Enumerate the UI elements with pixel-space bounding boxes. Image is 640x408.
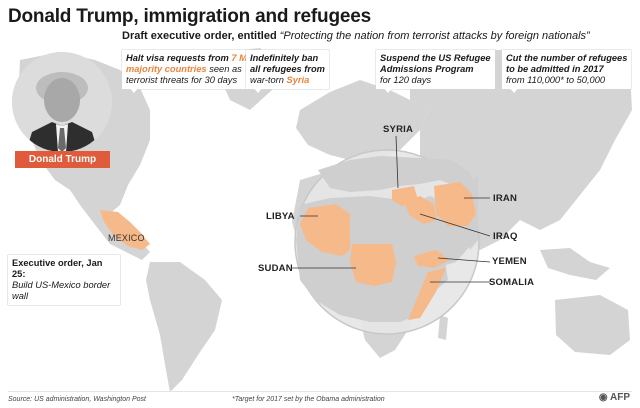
europe-landmass [296,80,430,160]
callout-text: Cut the number of refugees [506,53,628,63]
callout-tail [382,86,394,93]
callout-line: majority countries seen as [126,64,274,75]
callout-text: Admissions Program [380,64,474,74]
name-badge: Donald Trump [15,151,110,168]
source-note: Source: US administration, Washington Po… [8,396,146,403]
mexico-highlight [100,210,150,250]
somalia-shape [408,268,446,320]
order-heading: Executive order, Jan 25: [12,258,103,279]
callout-text: war-torn [250,75,284,85]
callout-text: to be admitted in 2017 [506,64,604,74]
agency-name: AFP [610,392,630,403]
iran-shape [434,182,476,226]
callout-highlight: Syria [286,75,310,85]
madagascar-landmass [438,315,448,340]
callout-text: all refugees from [250,64,325,74]
leader-yemen [437,257,491,263]
footer-divider [8,391,632,392]
subtitle-quote: “Protecting the nation from terrorist at… [279,30,590,42]
agency-mark: ◉ [598,392,610,403]
footnote: *Target for 2017 set by the Obama admini… [232,396,385,403]
callout-text: Halt visa requests from [126,53,229,63]
label-iraq: IRAQ [493,231,518,242]
subtitle-lead: Draft executive order, entitled [122,30,277,42]
executive-order-box: Executive order, Jan 25: Build US-Mexico… [8,255,120,305]
callout-text: from 110,000* to 50,000 [506,75,606,85]
callout-line: war-torn Syria [250,75,325,86]
label-libya: LIBYA [266,211,295,222]
callout-text: Indefinitely ban [250,53,319,63]
yemen-shape [414,250,450,268]
callout-refugee-program: Suspend the US Refugee Admissions Progra… [376,50,495,89]
order-text: Build US-Mexico border wall [12,280,111,301]
trump-portrait [12,52,112,152]
callout-tail [128,86,140,93]
callout-tail [252,86,264,93]
label-yemen: YEMEN [492,256,527,267]
agency-logo: ◉ AFP [599,392,630,403]
iraq-shape [404,196,436,224]
australia-landmass [555,295,630,355]
libya-shape [300,204,350,256]
leader-iraq [419,213,491,237]
callout-highlight: majority countries [126,64,207,74]
callout-text: Suspend the US Refugee [380,53,491,63]
callout-text: terrorist threats for 30 days [126,75,238,85]
lens-europe [318,156,474,192]
south-america-landmass [146,262,222,392]
callout-syria-ban: Indefinitely ban all refugees from war-t… [246,50,329,89]
callout-text: seen as [209,64,242,74]
page-title: Donald Trump, immigration and refugees [8,6,371,27]
callout-refugee-cap: Cut the number of refugees to be admitte… [502,50,632,89]
sudan-shape [350,244,396,286]
leader-syria [395,135,399,189]
callout-text: for 120 days [380,75,432,85]
label-mexico: MEXICO [108,233,145,243]
label-sudan: SUDAN [258,263,293,274]
label-iran: IRAN [493,193,518,204]
portrait-image [12,52,112,152]
callout-tail [508,86,520,93]
southeast-asia-landmass [540,248,610,280]
page-subtitle: Draft executive order, entitled “Protect… [122,30,590,42]
label-syria: SYRIA [383,124,414,135]
label-somalia: SOMALIA [489,277,535,288]
